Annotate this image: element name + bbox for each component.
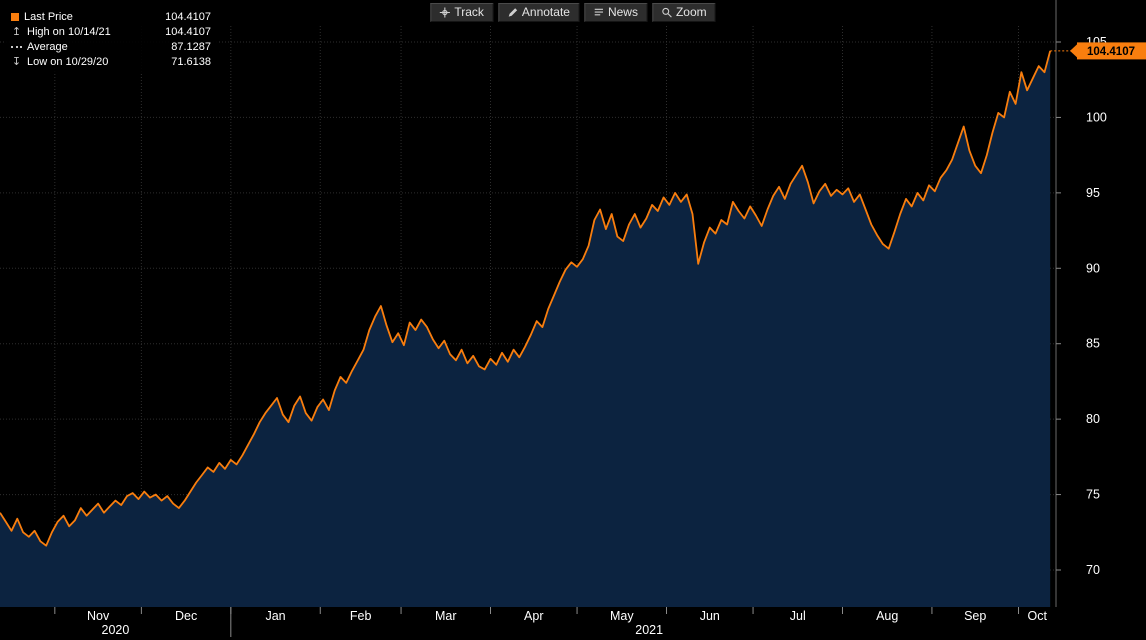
month-label: Oct [1028,609,1048,623]
last-price-badge [1077,42,1146,60]
track-crosshair-icon [439,6,450,18]
month-label: Jan [265,609,285,623]
high-arrow-icon: ↥ [11,26,22,38]
news-button[interactable]: News [583,3,647,22]
month-label: Jun [700,609,720,623]
month-label: Mar [435,609,457,623]
last-price-swatch-icon [11,12,19,21]
legend-row: Last Price 104.4107 [11,9,211,24]
year-label: 2021 [635,623,663,637]
toolbar-button-label: Annotate [521,5,570,19]
legend-row: ↧ Low on 10/29/20 71.6138 [11,54,211,69]
last-price-badge-notch [1070,44,1077,58]
low-arrow-icon: ↧ [11,56,22,68]
legend-label: High on 10/14/21 [27,25,111,38]
annotate-button[interactable]: Annotate [497,3,579,22]
magnifier-icon [661,7,672,18]
month-label: Feb [350,609,372,623]
legend-row: ↥ High on 10/14/21 104.4107 [11,24,211,39]
y-tick-label: 85 [1086,337,1100,351]
month-label: Nov [87,609,110,623]
y-tick-label: 95 [1086,186,1100,200]
price-area [0,50,1051,607]
chart-toolbar: Track Annotate News Zoom [430,3,716,22]
pencil-icon [507,7,518,18]
toolbar-button-label: Zoom [675,5,707,19]
last-price-badge-label: 104.4107 [1087,46,1135,58]
legend-label: Last Price [24,10,73,23]
zoom-button[interactable]: Zoom [651,3,716,22]
legend-value: 104.4107 [165,25,211,38]
y-tick-label: 70 [1086,563,1100,577]
news-lines-icon [593,7,604,18]
toolbar-button-label: Track [454,5,484,19]
y-tick-label: 75 [1086,488,1100,502]
chart-legend: Last Price 104.4107 ↥ High on 10/14/21 104.4… [6,6,218,73]
month-label: May [610,609,634,623]
average-dash-icon [11,45,22,48]
track-button[interactable]: Track [430,3,493,22]
month-label: Aug [876,609,898,623]
legend-value: 104.4107 [165,10,211,23]
toolbar-button-label: News [607,5,638,19]
month-label: Sep [964,609,986,623]
year-label: 2020 [102,623,130,637]
month-label: Jul [790,609,806,623]
legend-label: Average [27,40,68,53]
month-label: Apr [524,609,543,623]
legend-label: Low on 10/29/20 [27,55,109,68]
legend-value: 71.6138 [171,55,211,68]
y-tick-label: 100 [1086,110,1107,124]
legend-value: 87.1287 [171,40,211,53]
month-label: Dec [175,609,197,623]
y-tick-label: 90 [1086,261,1100,275]
legend-row: Average 87.1287 [11,39,211,54]
price-line [0,50,1052,547]
y-tick-label: 80 [1086,412,1100,426]
